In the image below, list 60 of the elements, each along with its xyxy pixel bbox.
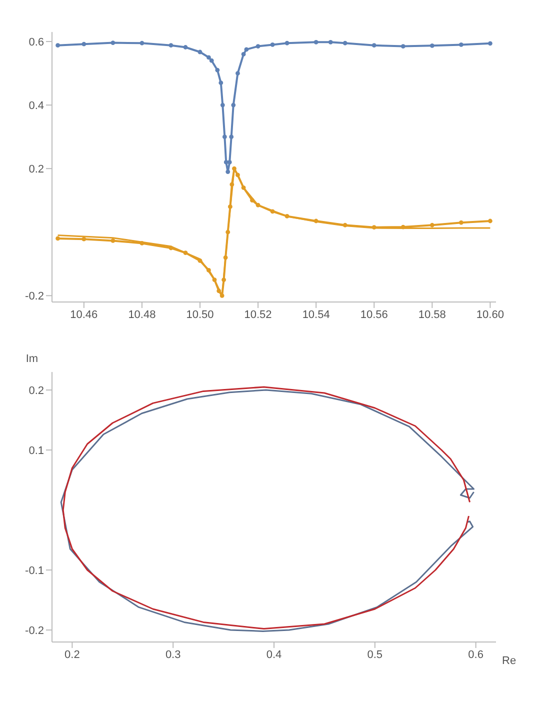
point: [400, 44, 406, 48]
x-tick-label: 0.4: [266, 648, 282, 661]
point: [256, 44, 260, 48]
point: [227, 160, 232, 164]
y-tick-label: 0.4: [28, 100, 44, 112]
x-tick-label: 10.56: [360, 308, 388, 321]
point: [110, 238, 116, 243]
y-axis-title: Im: [26, 353, 38, 365]
x-tick-label: 10.54: [302, 308, 330, 321]
x-tick-label: 10.60: [476, 308, 504, 321]
point: [110, 40, 116, 45]
point: [328, 40, 333, 44]
y-tick-label: -0.1: [25, 564, 44, 577]
y-tick-label: -0.2: [25, 290, 44, 303]
point: [168, 43, 174, 48]
point: [222, 134, 227, 140]
y-tick-label: 0.6: [28, 36, 44, 48]
point: [56, 236, 60, 241]
point: [236, 71, 240, 76]
point: [82, 236, 86, 242]
x-axis-title: Re: [502, 654, 516, 667]
point: [231, 102, 236, 108]
point: [284, 40, 290, 46]
x-tick-label: 10.50: [186, 308, 214, 321]
point: [220, 102, 225, 108]
x-tick-label: 10.48: [128, 308, 156, 321]
point: [229, 134, 234, 140]
y-tick-label: 0.2: [28, 163, 44, 176]
point: [270, 42, 275, 47]
point: [198, 50, 202, 54]
point: [206, 55, 211, 60]
point: [209, 58, 214, 63]
point: [488, 218, 492, 224]
point: [458, 42, 464, 47]
x-tick-label: 10.58: [418, 308, 446, 321]
y-tick-label: 0.2: [28, 384, 44, 397]
x-tick-label: 0.5: [367, 648, 383, 661]
point: [140, 40, 144, 46]
point: [430, 43, 434, 48]
x-tick-label: 10.52: [244, 308, 272, 321]
point: [241, 52, 246, 56]
point: [458, 220, 464, 225]
point: [183, 45, 188, 50]
point: [430, 222, 434, 228]
point: [314, 40, 318, 44]
point: [342, 40, 348, 46]
point: [372, 43, 376, 48]
y-tick-label: 0.1: [28, 444, 44, 457]
x-tick-label: 0.6: [468, 648, 484, 661]
x-tick-label: 0.3: [165, 648, 181, 661]
x-tick-label: 10.46: [70, 308, 98, 321]
point: [226, 170, 230, 174]
point: [82, 42, 86, 46]
x-tick-label: 0.2: [64, 648, 80, 661]
point: [56, 43, 60, 48]
point: [488, 41, 492, 46]
y-tick-label: -0.2: [25, 624, 44, 637]
point: [218, 80, 224, 86]
point: [215, 68, 220, 72]
point: [244, 47, 249, 52]
